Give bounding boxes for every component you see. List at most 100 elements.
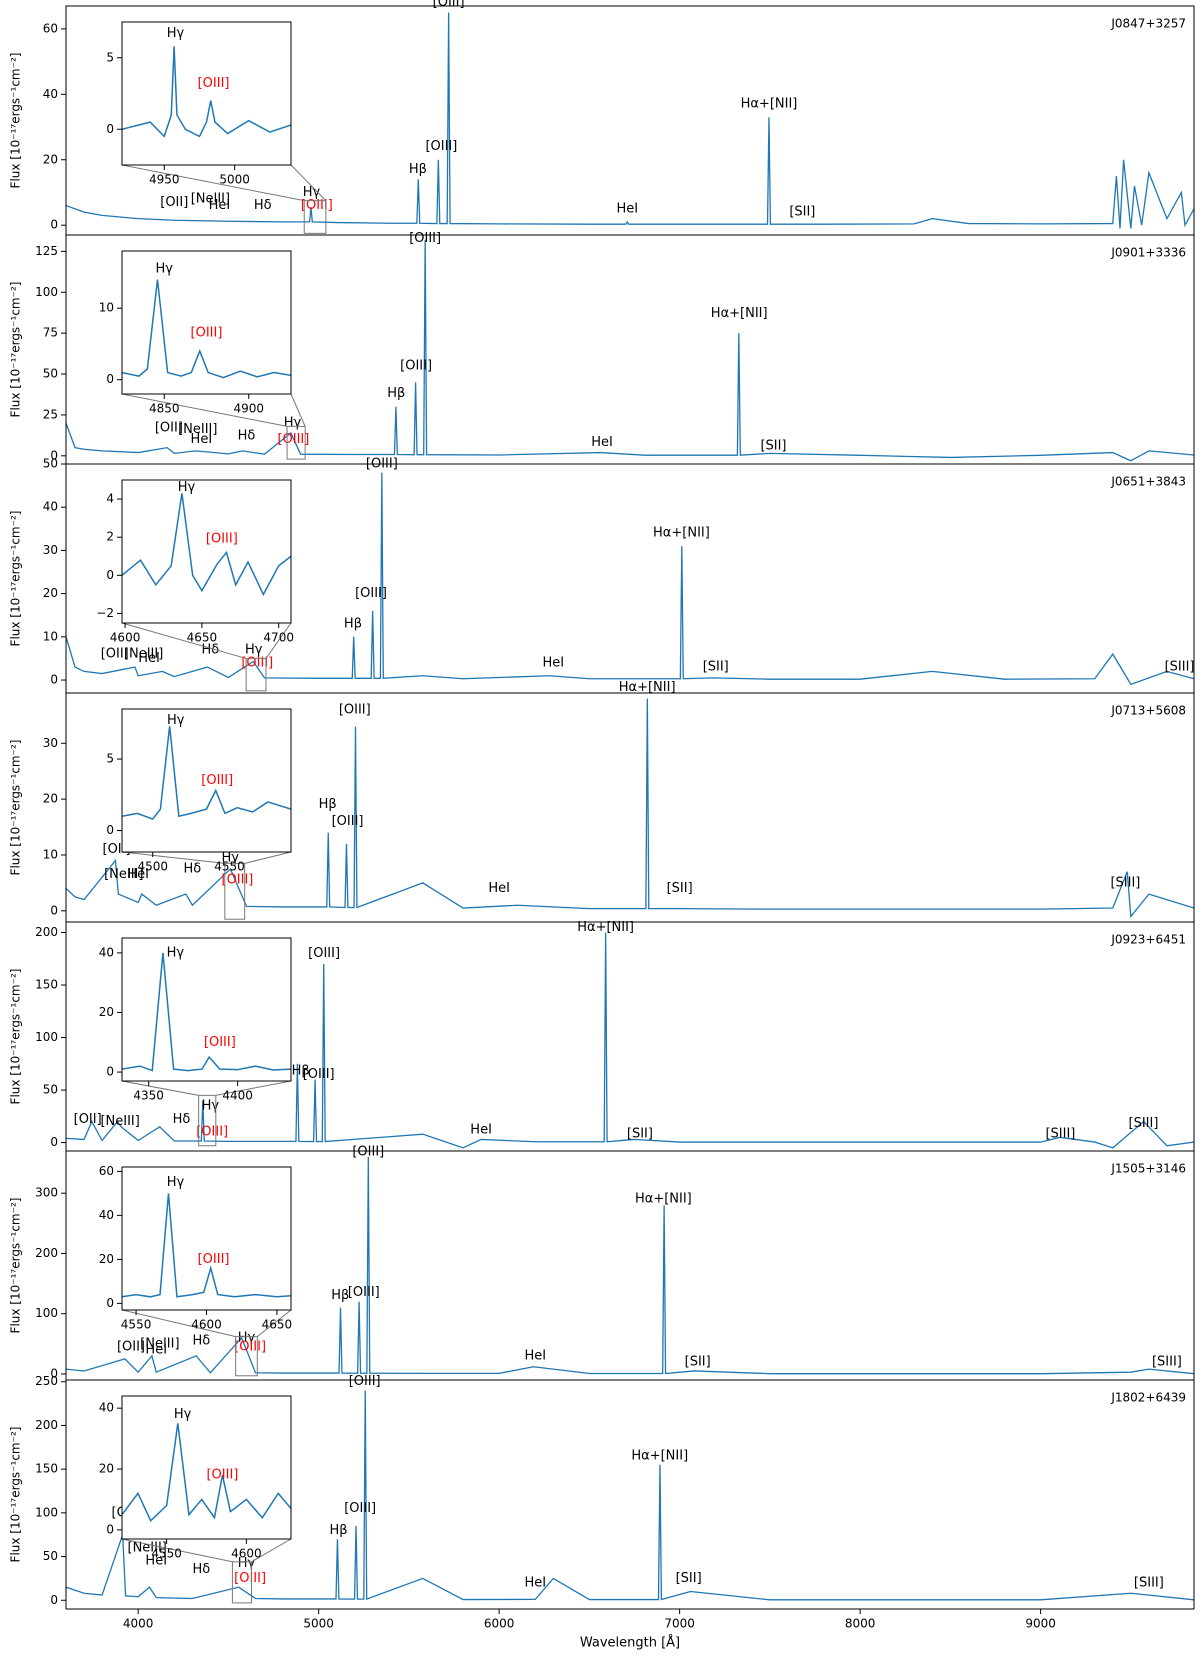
inset-x-tick-label: 4350 bbox=[133, 1089, 164, 1103]
line-label: HeI bbox=[209, 198, 231, 213]
line-label: [OIII] bbox=[301, 198, 333, 213]
inset-line-label: Hγ bbox=[178, 480, 196, 495]
line-label: [OIII] bbox=[332, 814, 364, 829]
line-label: HeI bbox=[145, 1342, 167, 1357]
y-tick-label: 300 bbox=[35, 1186, 58, 1200]
inset-frame bbox=[121, 1395, 292, 1540]
line-label: [NeIII] bbox=[100, 1114, 139, 1129]
spectrum-line bbox=[66, 1157, 1194, 1375]
inset-x-tick-label: 4500 bbox=[137, 860, 168, 874]
line-label: [OIII] bbox=[409, 231, 441, 246]
y-axis-label: Flux [10⁻¹⁷ergs⁻¹cm⁻²] bbox=[9, 969, 23, 1105]
line-label: HeI bbox=[138, 651, 160, 666]
panel: 0 20 40 60 Flux [10⁻¹⁷ergs⁻¹cm⁻²] [OIII] [OIII… bbox=[9, 0, 1195, 236]
zoom-region bbox=[286, 425, 306, 460]
line-label: [OIII] bbox=[196, 1125, 228, 1140]
x-tick-label: 8000 bbox=[845, 1617, 876, 1631]
y-tick-label: 0 bbox=[50, 1366, 58, 1380]
line-label: Hδ bbox=[183, 861, 201, 876]
inset-spectrum-line bbox=[122, 1193, 291, 1298]
line-label: Hγ bbox=[202, 1098, 220, 1113]
line-label: Hβ bbox=[319, 797, 337, 812]
line-label: [OIII] bbox=[222, 873, 254, 888]
line-label: Hα+[NII] bbox=[619, 680, 676, 695]
line-label: [OIII] bbox=[308, 946, 340, 961]
line-label: [OIII] bbox=[355, 586, 387, 601]
line-label: [OIII] bbox=[339, 702, 371, 717]
y-axis-label: Flux [10⁻¹⁷ergs⁻¹cm⁻²] bbox=[9, 740, 23, 876]
inset-spectrum-line bbox=[122, 46, 291, 138]
object-name: J0923+6451 bbox=[1110, 933, 1186, 947]
x-tick-label: 4000 bbox=[123, 1617, 154, 1631]
y-tick-label: 50 bbox=[43, 1549, 58, 1563]
inset-x-tick-label: 4600 bbox=[231, 1547, 262, 1561]
inset-background bbox=[122, 22, 291, 165]
y-tick-label: 200 bbox=[35, 1246, 58, 1260]
line-label: Hγ bbox=[238, 1330, 256, 1345]
line-label: Hα+[NII] bbox=[577, 920, 634, 935]
line-label: Hδ bbox=[202, 642, 220, 657]
inset-y-tick-label: −2 bbox=[96, 606, 114, 620]
inset-x-tick-label: 4550 bbox=[151, 1547, 182, 1561]
line-label: [SIII] bbox=[1134, 1575, 1164, 1590]
x-tick-label: 5000 bbox=[303, 1617, 334, 1631]
x-tick-label: 7000 bbox=[664, 1617, 695, 1631]
line-label: [SII] bbox=[667, 881, 693, 896]
line-label: [OIII] bbox=[425, 139, 457, 154]
line-label: [OIII] bbox=[400, 358, 432, 373]
x-axis-label: Wavelength [Å] bbox=[580, 1635, 680, 1651]
line-label: HeI bbox=[524, 1575, 546, 1590]
zoom-region bbox=[231, 1561, 253, 1604]
inset-y-tick-label: 0 bbox=[106, 372, 114, 386]
y-tick-label: 75 bbox=[43, 326, 58, 340]
y-tick-label: 10 bbox=[43, 629, 58, 643]
y-tick-label: 30 bbox=[43, 736, 58, 750]
zoom-connector bbox=[121, 1080, 199, 1096]
y-tick-label: 30 bbox=[43, 543, 58, 557]
line-label: Hβ bbox=[292, 1064, 310, 1079]
line-label: [OIII] bbox=[234, 1571, 266, 1586]
line-label: [SIII] bbox=[1045, 1127, 1075, 1142]
line-label: Hδ bbox=[192, 1333, 210, 1348]
inset-x-tick-label: 4400 bbox=[222, 1089, 253, 1103]
inset-background bbox=[122, 1396, 291, 1539]
object-name: J0651+3843 bbox=[1110, 475, 1186, 489]
inset-y-tick-label: 5 bbox=[106, 50, 114, 64]
y-tick-label: 100 bbox=[35, 1306, 58, 1320]
inset-frame bbox=[121, 1166, 292, 1311]
line-label: [OII] bbox=[160, 195, 188, 210]
line-label: HeI bbox=[542, 655, 564, 670]
inset-line-label: [OIII] bbox=[198, 76, 230, 91]
inset-line-label: Hγ bbox=[167, 713, 185, 728]
line-label: [OII] bbox=[117, 1339, 145, 1354]
line-label: [NeIII] bbox=[140, 1336, 179, 1351]
line-label: [SII] bbox=[789, 205, 815, 220]
line-label: [OIII] bbox=[234, 1339, 266, 1354]
inset-y-tick-label: 0 bbox=[106, 122, 114, 136]
y-axis-label: Flux [10⁻¹⁷ergs⁻¹cm⁻²] bbox=[9, 282, 23, 418]
inset-y-tick-label: 0 bbox=[106, 1065, 114, 1079]
line-label: Hβ bbox=[344, 616, 362, 631]
y-tick-label: 10 bbox=[43, 847, 58, 861]
y-tick-label: 20 bbox=[43, 152, 58, 166]
inset-x-tick-label: 5000 bbox=[219, 173, 250, 187]
y-tick-label: 25 bbox=[43, 407, 58, 421]
line-label: [SII] bbox=[627, 1127, 653, 1142]
object-name: J0713+5608 bbox=[1110, 704, 1186, 718]
zoom-connector bbox=[251, 1538, 292, 1563]
object-name: J0901+3336 bbox=[1110, 246, 1186, 260]
y-tick-label: 100 bbox=[35, 285, 58, 299]
inset-x-tick-label: 4650 bbox=[262, 1318, 293, 1332]
zoom-region bbox=[235, 1336, 258, 1377]
inset-line-label: Hγ bbox=[156, 261, 174, 276]
line-label: [SIII] bbox=[1129, 1116, 1159, 1131]
inset-frame bbox=[121, 479, 292, 624]
line-label: [NeIII] bbox=[178, 422, 217, 437]
inset-background bbox=[122, 251, 291, 394]
inset-y-tick-label: 0 bbox=[106, 1522, 114, 1536]
line-label: [OIII] bbox=[303, 1067, 335, 1082]
